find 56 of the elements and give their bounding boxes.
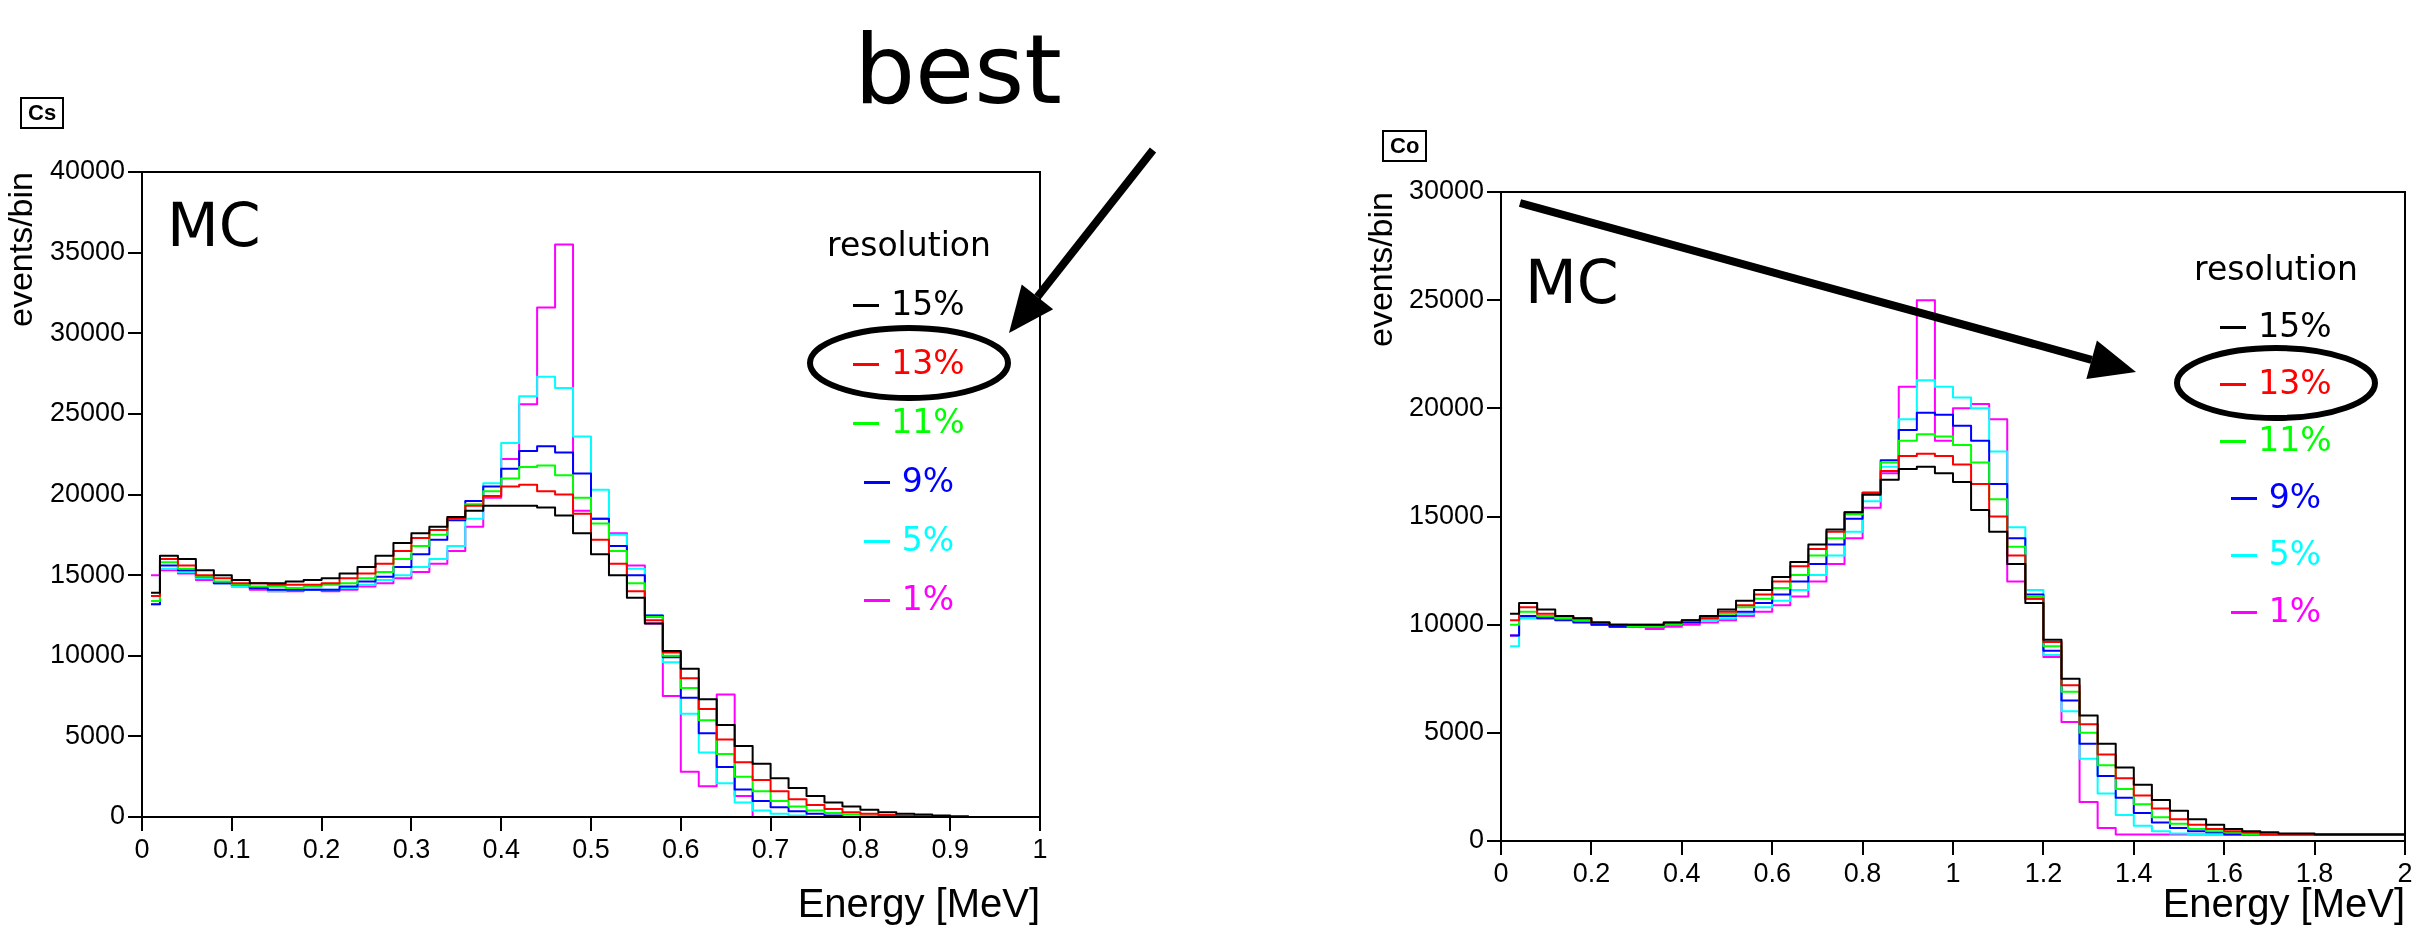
y-tick-label: 0 — [109, 800, 125, 831]
y-tick-label: 25000 — [1408, 283, 1484, 314]
legend-label: 1% — [901, 579, 955, 618]
y-tick-label: 40000 — [49, 155, 125, 186]
x-tick-label: 1.4 — [2115, 857, 2153, 888]
x-tick-label: 1 — [1945, 857, 1961, 888]
x-tick-label: 0.7 — [751, 833, 790, 864]
legend-title: resolution — [826, 224, 992, 266]
legend-label: 13% — [2258, 363, 2332, 402]
legend-label: 1% — [2268, 591, 2322, 630]
y-tick-label: 20000 — [1408, 391, 1484, 422]
y-tick-label: 5000 — [1423, 716, 1484, 747]
x-tick-label: 0.8 — [841, 833, 880, 864]
x-tick-label: 0.4 — [1663, 857, 1701, 888]
x-tick-label: 0 — [1493, 857, 1509, 888]
y-axis-title: events/bin — [0, 172, 39, 327]
x-tick-label: 0.2 — [1572, 857, 1611, 888]
x-tick-label: 0 — [134, 833, 150, 864]
legend-label: 5% — [2268, 534, 2322, 573]
y-tick-label: 10000 — [49, 639, 125, 670]
y-tick-label: 35000 — [49, 236, 125, 267]
x-axis-title: Energy [MeV] — [797, 881, 1040, 926]
legend-label: 9% — [2268, 477, 2322, 516]
chart-title: Cs — [20, 97, 65, 129]
x-tick-label: 0.6 — [662, 833, 700, 864]
y-tick-label: 5000 — [64, 719, 125, 750]
annotation: MC — [1525, 247, 1619, 317]
legend-label: 13% — [891, 343, 965, 382]
x-tick-label: 0.5 — [572, 833, 610, 864]
y-tick-label: 15000 — [49, 558, 125, 589]
x-tick-label: 0.3 — [392, 833, 431, 864]
legend-label: 11% — [2258, 420, 2332, 459]
y-tick-label: 30000 — [1408, 175, 1484, 206]
legend-title: resolution — [2193, 248, 2359, 290]
x-tick-label: 0.8 — [1843, 857, 1882, 888]
text: best — [853, 14, 1063, 126]
x-tick-label: 1.2 — [2024, 857, 2063, 888]
y-tick-label: 30000 — [49, 316, 125, 347]
x-tick-label: 0.4 — [482, 833, 520, 864]
annotation: MC — [167, 190, 261, 260]
x-tick-label: 1 — [1032, 833, 1048, 864]
y-tick-label: 10000 — [1408, 608, 1484, 639]
legend-label: 11% — [891, 402, 965, 441]
y-tick-label: 15000 — [1408, 499, 1484, 530]
legend-label: 15% — [891, 284, 965, 323]
x-tick-label: 0.1 — [213, 833, 251, 864]
y-axis-title: events/bin — [1360, 192, 1399, 347]
legend-label: 5% — [901, 520, 955, 559]
x-tick-label: 0.2 — [302, 833, 341, 864]
x-tick-label: 0.9 — [931, 833, 969, 864]
y-tick-label: 25000 — [49, 397, 125, 428]
x-tick-label: 0.6 — [1753, 857, 1791, 888]
chart-title: Co — [1382, 130, 1428, 162]
legend-label: 15% — [2258, 306, 2332, 345]
y-tick-label: 20000 — [49, 477, 125, 508]
legend-label: 9% — [901, 461, 955, 500]
